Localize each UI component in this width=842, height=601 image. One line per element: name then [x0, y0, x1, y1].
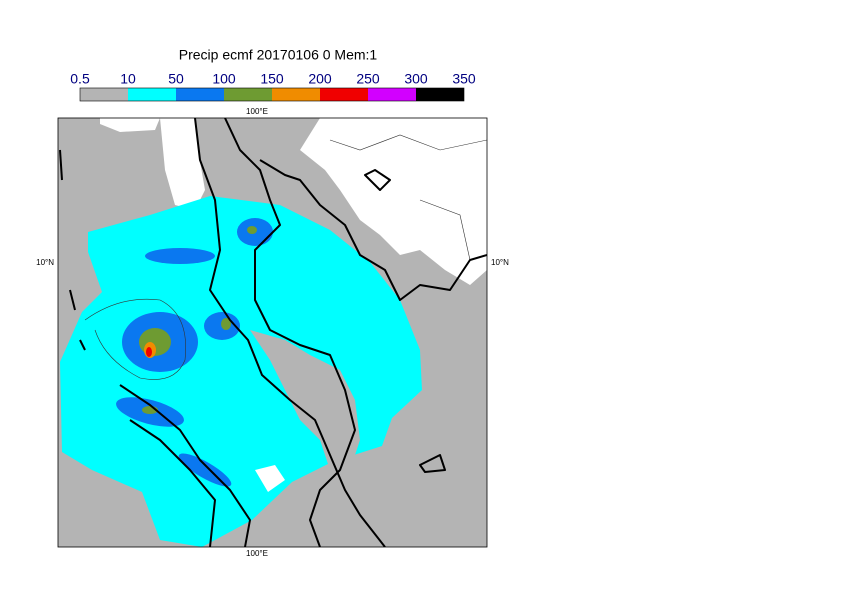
precip-100-150 — [139, 226, 257, 414]
colorbar-label: 250 — [356, 71, 380, 87]
colorbar-label: 50 — [168, 71, 184, 87]
precip-200-250 — [146, 347, 152, 357]
lat-label-left: 10°N — [36, 258, 54, 267]
lat-label-right: 10°N — [491, 258, 509, 267]
map: 100°E 100°E 10°N 10°N — [36, 107, 509, 558]
colorbar-box — [224, 88, 272, 101]
colorbar-label: 300 — [404, 71, 428, 87]
colorbar-label: 100 — [212, 71, 236, 87]
colorbar-label: 350 — [452, 71, 476, 87]
colorbar: 0.5 10 50 100 150 200 250 300 350 — [70, 71, 476, 102]
colorbar-label: 10 — [120, 71, 136, 87]
map-frame — [57, 117, 488, 548]
colorbar-box — [272, 88, 320, 101]
title: Precip ecmf 20170106 0 Mem:1 — [179, 47, 378, 63]
contour — [84, 134, 487, 380]
colorbar-box — [416, 88, 464, 101]
land-gray — [250, 330, 360, 470]
lon-label-top: 100°E — [246, 107, 268, 116]
coastline — [59, 118, 487, 547]
colorbar-label: 150 — [260, 71, 284, 87]
colorbar-box — [176, 88, 224, 101]
lon-label-bottom: 100°E — [246, 549, 268, 558]
no-precip-area — [100, 118, 487, 285]
colorbar-box — [320, 88, 368, 101]
colorbar-label: 200 — [308, 71, 332, 87]
colorbar-box — [368, 88, 416, 101]
colorbar-frame — [79, 87, 465, 102]
colorbar-box — [80, 88, 128, 101]
no-precip-area — [255, 465, 285, 492]
colorbar-box — [128, 88, 176, 101]
colorbar-label: 0.5 — [70, 71, 90, 87]
